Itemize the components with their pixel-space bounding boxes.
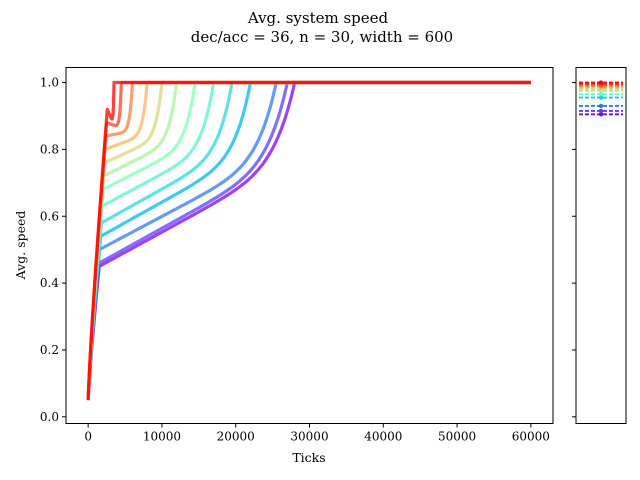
x-tick-label: 20000: [217, 430, 255, 444]
x-tick-label: 10000: [143, 430, 181, 444]
speed-curve: [86, 80, 531, 401]
main-plot-area: 0 10000 20000 30000 40000 50000 60000 0.00.20.…: [40, 67, 554, 444]
x-tick-label: 0: [84, 430, 92, 444]
chart-subtitle: dec/acc = 36, n = 30, width = 600: [191, 28, 453, 46]
speed-curves: [86, 80, 531, 401]
final-speed-panel: [572, 67, 627, 424]
y-tick-label: 0.4: [40, 276, 59, 290]
final-speed-point: [598, 80, 604, 85]
y-tick-label: 0.6: [40, 209, 59, 223]
final-speed-point: [598, 95, 604, 100]
final-speed-markers: [579, 80, 623, 117]
y-axis-label: Avg. speed: [13, 211, 28, 281]
x-axis-label: Ticks: [292, 450, 325, 465]
y-tick-label: 0.2: [40, 343, 59, 357]
chart-title: Avg. system speed: [247, 9, 389, 27]
final-speed-point: [598, 92, 604, 97]
y-axis-ticks: 0.0 0.2 0.4 0.6 0.8 1.0: [40, 76, 66, 424]
y-tick-label: 0.0: [40, 410, 59, 424]
x-tick-label: 40000: [364, 430, 402, 444]
x-axis-ticks: 0 10000 20000 30000 40000 50000 60000: [84, 423, 550, 444]
final-speed-ticks: [572, 82, 576, 418]
final-speed-frame: [575, 67, 627, 424]
speed-curve: [86, 80, 531, 401]
final-speed-point: [598, 108, 604, 114]
y-tick-label: 0.8: [40, 142, 59, 156]
x-tick-label: 50000: [438, 430, 476, 444]
y-tick-label: 1.0: [40, 76, 59, 90]
final-speed-point: [598, 112, 604, 117]
final-speed-point: [598, 103, 604, 109]
x-tick-label: 60000: [512, 430, 550, 444]
x-tick-label: 30000: [290, 430, 328, 444]
